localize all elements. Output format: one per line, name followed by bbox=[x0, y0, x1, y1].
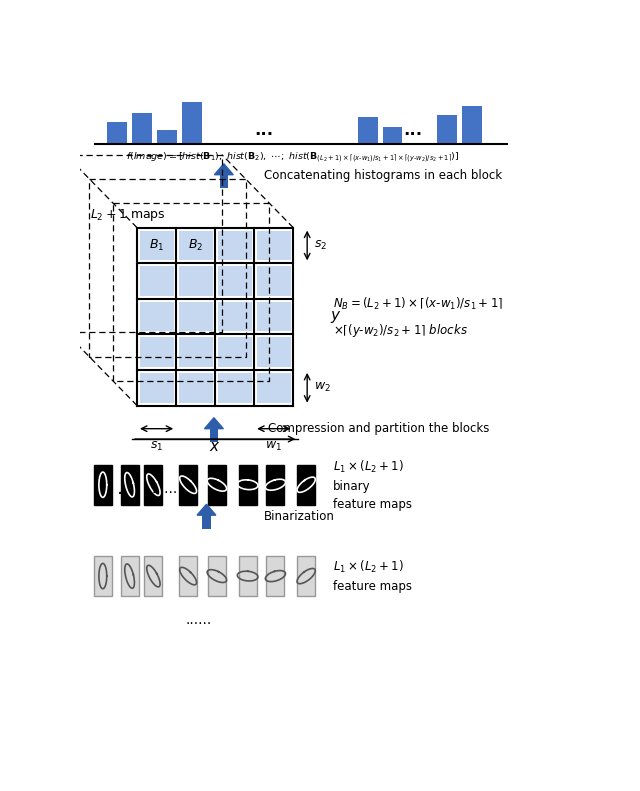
Bar bbox=[297, 556, 315, 596]
Bar bbox=[145, 556, 163, 596]
Text: $f(Image) = [hist(\mathbf{B}_1),\ hist(\mathbf{B}_2),\ \cdots;\ hist(\mathbf{B}_: $f(Image) = [hist(\mathbf{B}_1),\ hist(\… bbox=[127, 150, 460, 165]
Text: $s_2$: $s_2$ bbox=[314, 239, 327, 252]
Bar bbox=[239, 556, 257, 596]
Text: $y$: $y$ bbox=[330, 308, 342, 324]
Text: $B_2$: $B_2$ bbox=[188, 238, 204, 253]
Bar bbox=[179, 302, 212, 331]
Bar bbox=[140, 231, 173, 260]
Bar bbox=[179, 373, 212, 403]
Bar bbox=[145, 465, 163, 505]
Text: $N_B = (L_2+1)\times\lceil(x\text{-}w_1)/s_1+1\rceil$
$\times\lceil(y\text{-}w_2: $N_B = (L_2+1)\times\lceil(x\text{-}w_1)… bbox=[333, 296, 503, 339]
Text: Concatenating histograms in each block: Concatenating histograms in each block bbox=[264, 168, 502, 182]
Bar bbox=[257, 373, 291, 403]
Bar bbox=[208, 465, 226, 505]
Bar bbox=[157, 131, 177, 144]
Bar bbox=[266, 556, 284, 596]
Text: Compression and partition the blocks: Compression and partition the blocks bbox=[269, 422, 490, 435]
Text: $L_2+1$ maps: $L_2+1$ maps bbox=[90, 207, 166, 223]
Bar bbox=[257, 231, 291, 260]
Bar bbox=[140, 302, 173, 331]
Text: ...: ... bbox=[403, 121, 422, 138]
Bar bbox=[140, 267, 173, 296]
Text: $B_1$: $B_1$ bbox=[149, 238, 164, 253]
Bar bbox=[218, 338, 252, 367]
Bar bbox=[462, 106, 482, 144]
Bar bbox=[257, 338, 291, 367]
Text: ......: ...... bbox=[151, 482, 177, 496]
Polygon shape bbox=[205, 418, 223, 429]
Bar bbox=[179, 465, 197, 505]
Bar bbox=[218, 373, 252, 403]
Bar bbox=[121, 465, 138, 505]
Polygon shape bbox=[197, 504, 216, 515]
Bar bbox=[383, 127, 403, 144]
Text: ......: ...... bbox=[186, 613, 212, 627]
Bar bbox=[239, 465, 257, 505]
Bar bbox=[94, 556, 112, 596]
Bar bbox=[266, 465, 284, 505]
Text: $s_1$: $s_1$ bbox=[150, 440, 163, 452]
Bar bbox=[202, 515, 211, 528]
Bar bbox=[179, 231, 212, 260]
Bar bbox=[220, 175, 228, 188]
Bar bbox=[257, 302, 291, 331]
Text: ...: ... bbox=[254, 121, 273, 138]
Bar bbox=[179, 338, 212, 367]
Bar bbox=[132, 112, 152, 144]
Bar bbox=[140, 373, 173, 403]
Text: .: . bbox=[116, 479, 123, 498]
Bar bbox=[210, 429, 218, 442]
Bar bbox=[297, 465, 315, 505]
Text: Binarization: Binarization bbox=[264, 510, 334, 523]
Bar bbox=[218, 267, 252, 296]
Text: $L_1\times(L_2+1)$
feature maps: $L_1\times(L_2+1)$ feature maps bbox=[333, 559, 412, 593]
Bar bbox=[437, 115, 457, 144]
Bar bbox=[179, 267, 212, 296]
Polygon shape bbox=[214, 164, 233, 175]
Bar bbox=[218, 302, 252, 331]
Bar bbox=[218, 231, 252, 260]
Bar bbox=[358, 117, 378, 144]
Text: $L_1\times(L_2+1)$
binary
feature maps: $L_1\times(L_2+1)$ binary feature maps bbox=[333, 459, 412, 511]
Bar bbox=[140, 338, 173, 367]
Bar bbox=[179, 556, 197, 596]
Bar bbox=[121, 556, 138, 596]
Bar bbox=[108, 122, 127, 144]
Text: $x$: $x$ bbox=[209, 440, 221, 455]
Bar bbox=[94, 465, 112, 505]
Text: $w_1$: $w_1$ bbox=[265, 440, 282, 452]
Bar bbox=[208, 556, 226, 596]
Bar bbox=[182, 102, 202, 144]
Bar bbox=[257, 267, 291, 296]
Text: $w_2$: $w_2$ bbox=[314, 381, 331, 394]
